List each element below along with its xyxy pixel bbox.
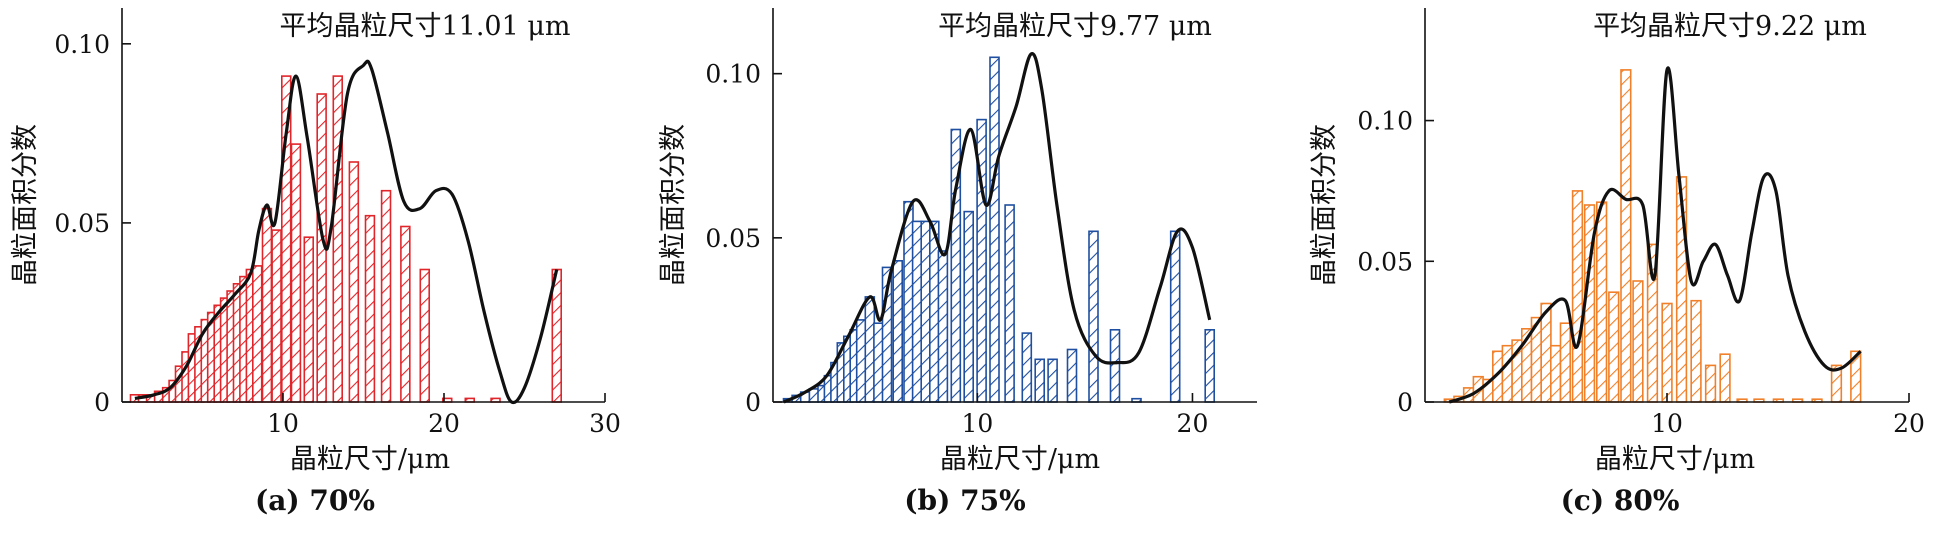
- bar: [1034, 358, 1045, 403]
- bar: [1661, 302, 1673, 403]
- fit-curve: [783, 52, 1212, 404]
- bar: [419, 268, 430, 403]
- bar: [332, 75, 343, 403]
- y-axis-label: 晶粒面积分数: [658, 124, 689, 286]
- bar: [1047, 358, 1058, 403]
- fit-curve: [1448, 66, 1862, 404]
- bar: [400, 225, 411, 403]
- bar: [1704, 364, 1717, 403]
- x-tick-label: 20: [428, 409, 460, 438]
- bar: [873, 322, 884, 403]
- bar: [864, 296, 876, 403]
- chart-panel-2: 10 20 0 0.05 0.10 平均晶粒尺寸9.77 μm 晶粒尺寸/μm 晶粒面积分数 (…: [658, 8, 1257, 517]
- bar: [920, 220, 932, 403]
- bar: [1596, 201, 1608, 403]
- x-tick-label: 10: [961, 409, 993, 438]
- y-tick-label: 0.10: [705, 60, 761, 89]
- bar: [303, 236, 314, 403]
- bar: [1571, 190, 1584, 403]
- bar: [261, 207, 273, 403]
- x-axis-label: 晶粒尺寸/μm: [1595, 444, 1755, 475]
- y-axis-label: 晶粒面积分数: [1309, 124, 1340, 286]
- y-tick-label: 0.05: [54, 209, 110, 238]
- y-axis-label: 晶粒面积分数: [10, 124, 41, 286]
- bar: [290, 143, 302, 403]
- x-tick-label: 10: [1651, 409, 1683, 438]
- x-axis-label: 晶粒尺寸/μm: [290, 444, 450, 475]
- chart-title: 平均晶粒尺寸11.01 μm: [279, 11, 570, 42]
- y-tick-label: 0.05: [1357, 247, 1413, 276]
- x-axis-label: 晶粒尺寸/μm: [940, 444, 1100, 475]
- y-tick-label: 0: [94, 388, 110, 417]
- y-tick-label: 0.05: [705, 224, 761, 253]
- chart-title: 平均晶粒尺寸9.77 μm: [938, 11, 1212, 42]
- y-tick-label: 0.10: [1357, 107, 1413, 136]
- bar: [271, 229, 282, 403]
- chart-panel-1: 10 20 30 0 0.05 0.10 平均晶粒尺寸11.01 μm 晶粒尺寸/μm 晶粒面积…: [10, 8, 621, 517]
- bar: [1021, 332, 1033, 403]
- bar: [989, 56, 1000, 403]
- bar: [892, 259, 904, 403]
- bar: [380, 189, 392, 403]
- bar: [1004, 204, 1015, 403]
- bar: [1204, 328, 1215, 403]
- bar: [364, 214, 376, 403]
- bar: [808, 388, 820, 403]
- bar: [348, 161, 360, 403]
- bar: [1550, 344, 1562, 403]
- y-tick-label: 0: [1397, 388, 1413, 417]
- bar: [1719, 353, 1731, 403]
- bar: [1066, 348, 1078, 403]
- x-tick-label: 20: [1177, 409, 1209, 438]
- bar: [911, 220, 923, 403]
- bar: [1088, 230, 1099, 403]
- bar: [928, 220, 940, 403]
- bar: [1608, 291, 1620, 403]
- bar: [1501, 344, 1513, 403]
- chart-panel-3: 10 20 0 0.05 0.10 平均晶粒尺寸9.22 μm 晶粒尺寸/μm 晶粒面积分数 (…: [1309, 8, 1925, 517]
- bar: [1632, 280, 1644, 403]
- panel-caption: (c) 80%: [1561, 484, 1680, 517]
- x-tick-label: 20: [1893, 409, 1925, 438]
- bar: [1169, 230, 1181, 403]
- y-tick-label: 0.10: [54, 30, 110, 59]
- y-tick-label: 0: [745, 388, 761, 417]
- x-tick-label: 30: [589, 409, 621, 438]
- panel-caption: (b) 75%: [904, 484, 1025, 517]
- bar: [963, 210, 975, 403]
- panel-caption: (a) 70%: [255, 484, 375, 517]
- fit-curve: [134, 59, 559, 405]
- chart-title: 平均晶粒尺寸9.22 μm: [1593, 11, 1867, 42]
- bar: [1559, 322, 1571, 403]
- bar: [1109, 328, 1121, 403]
- bar: [903, 200, 914, 403]
- bar: [1690, 299, 1702, 403]
- bar: [855, 319, 867, 403]
- bar: [1620, 69, 1632, 403]
- bar: [252, 265, 263, 403]
- bar: [937, 250, 949, 403]
- x-tick-label: 10: [267, 409, 299, 438]
